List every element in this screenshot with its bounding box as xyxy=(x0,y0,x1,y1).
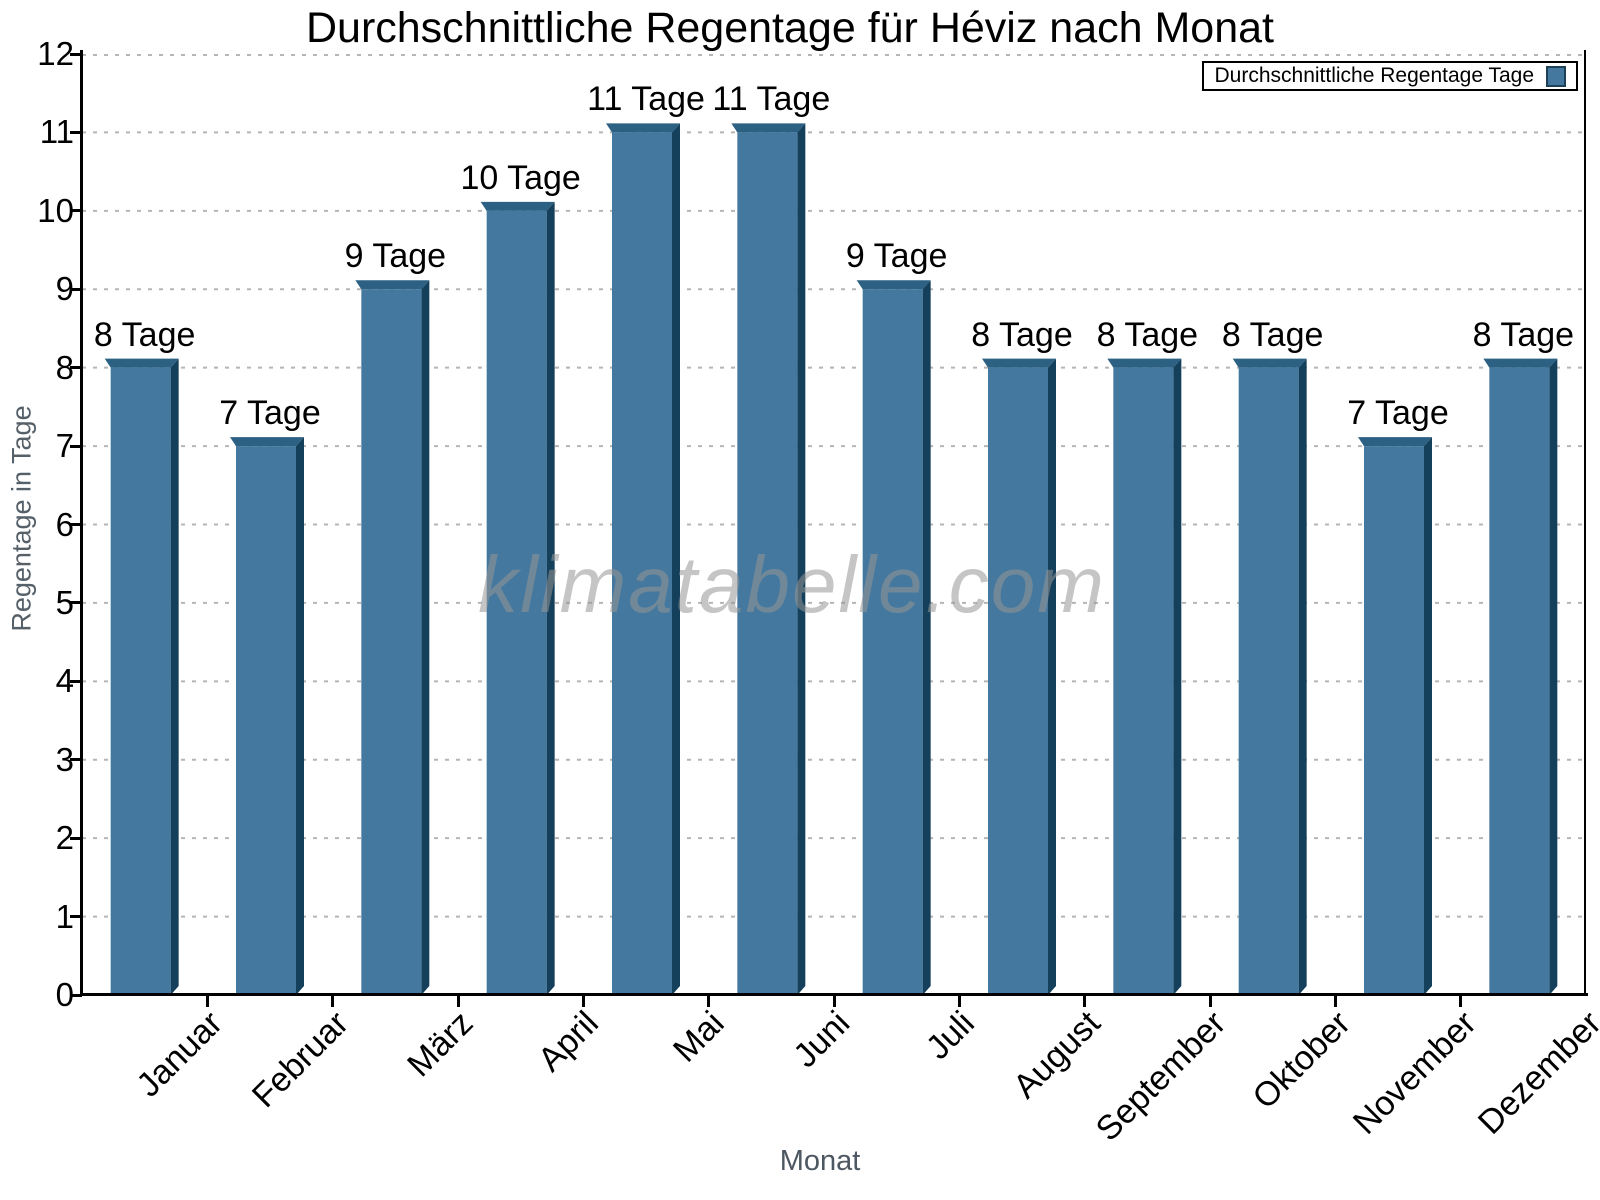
x-tick-label-text: November xyxy=(1345,1004,1484,1142)
bar-side-face xyxy=(1424,437,1432,995)
bar-front-face xyxy=(1364,446,1424,995)
x-tick-label-text: September xyxy=(1088,1004,1233,1149)
bar-front-face xyxy=(110,367,171,996)
x-tick-mark xyxy=(1083,996,1087,1007)
bar-top-face xyxy=(1232,358,1307,368)
bar-top-face xyxy=(230,437,304,447)
x-tick-label-text: Januar xyxy=(129,1004,231,1105)
plot-right-border xyxy=(1584,50,1586,994)
bar-top-face xyxy=(731,123,806,133)
bar-front-face xyxy=(988,367,1048,996)
bar-juni xyxy=(731,123,806,996)
bar-september xyxy=(1107,358,1182,996)
y-axis-line xyxy=(80,50,83,996)
x-tick-mark xyxy=(1459,996,1463,1007)
bar-front-face xyxy=(737,132,798,996)
x-tick-label-text: März xyxy=(400,1004,481,1085)
bar-front-face xyxy=(1489,367,1550,996)
bar-top-face xyxy=(1483,358,1558,368)
y-tick-label: 1 xyxy=(55,897,74,935)
bar-side-face xyxy=(672,123,680,995)
bar-side-face xyxy=(546,201,555,996)
y-tick-label: 0 xyxy=(55,976,74,1013)
x-tick-label-text: Oktober xyxy=(1245,1004,1359,1117)
bar-top-face xyxy=(982,358,1056,368)
y-axis-title: Regentage in Tage xyxy=(6,405,37,632)
bar-top-face xyxy=(856,280,931,290)
x-tick-mark xyxy=(957,996,961,1007)
bar-top-face xyxy=(104,358,179,368)
x-tick-mark xyxy=(456,996,460,1007)
bar-side-face xyxy=(296,437,304,995)
bars-svg xyxy=(82,54,1586,996)
x-tick-label-text: August xyxy=(1005,1004,1108,1106)
x-tick-label-text: Juni xyxy=(785,1004,857,1075)
bar-front-face xyxy=(486,210,547,996)
bar-januar xyxy=(104,358,179,996)
y-tick-label: 2 xyxy=(55,819,74,857)
x-axis-line xyxy=(80,993,1588,996)
legend-label: Durchschnittliche Regentage Tage xyxy=(1214,64,1534,87)
bar-side-face xyxy=(1549,358,1558,996)
x-tick-label-text: Dezember xyxy=(1471,1004,1600,1142)
bar-side-face xyxy=(1298,358,1307,996)
bar-front-face xyxy=(236,446,296,995)
bar-top-face xyxy=(355,280,430,290)
bar-front-face xyxy=(1238,367,1299,996)
y-tick-label: 11 xyxy=(39,113,74,151)
x-tick-label-text: April xyxy=(531,1004,607,1079)
bar-front-face xyxy=(612,132,672,996)
bar-front-face xyxy=(862,289,923,995)
bar-april xyxy=(480,201,555,996)
bar-front-face xyxy=(1113,367,1174,996)
bar-top-face xyxy=(1107,358,1182,368)
bar-juli xyxy=(856,280,931,995)
plot-area xyxy=(82,54,1586,996)
bar-märz xyxy=(355,280,430,995)
bar-mai xyxy=(606,123,680,996)
bar-top-face xyxy=(1358,437,1432,447)
x-tick-mark xyxy=(707,996,711,1007)
bar-front-face xyxy=(361,289,422,995)
watermark: klimatabelle.com xyxy=(478,540,1106,629)
x-tick-mark xyxy=(331,996,335,1007)
x-axis-title: Monat xyxy=(779,1145,861,1177)
bar-top-face xyxy=(606,123,680,133)
chart-title: Durchschnittliche Regentage für Héviz na… xyxy=(305,4,1274,52)
bar-oktober xyxy=(1232,358,1307,996)
bar-side-face xyxy=(170,358,179,996)
legend: Durchschnittliche Regentage Tage xyxy=(1202,61,1578,91)
x-tick-mark xyxy=(205,996,209,1007)
bar-august xyxy=(982,358,1056,996)
bar-dezember xyxy=(1483,358,1558,996)
bar-side-face xyxy=(1048,358,1056,996)
x-tick-mark xyxy=(1333,996,1337,1007)
x-tick-mark xyxy=(1208,996,1212,1007)
y-tick-label: 10 xyxy=(37,191,74,229)
x-tick-label-text: Juli xyxy=(919,1004,983,1067)
bar-februar xyxy=(230,437,304,995)
bar-side-face xyxy=(797,123,806,995)
bar-top-face xyxy=(480,201,555,211)
bar-side-face xyxy=(1173,358,1182,996)
x-tick-label-text: Mai xyxy=(665,1004,732,1070)
bar-november xyxy=(1358,437,1432,995)
legend-swatch-icon xyxy=(1546,65,1566,87)
x-tick-label-text: Februar xyxy=(244,1004,356,1116)
x-tick-mark xyxy=(832,996,836,1007)
bar-side-face xyxy=(922,280,931,995)
bar-side-face xyxy=(421,280,430,995)
x-tick-mark xyxy=(581,996,585,1007)
